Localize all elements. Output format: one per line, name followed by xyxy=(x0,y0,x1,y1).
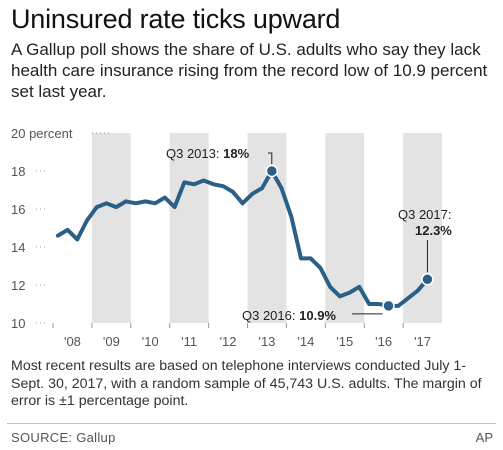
year-band xyxy=(169,133,209,323)
point-q3-2017 xyxy=(421,273,434,286)
chart-title: Uninsured rate ticks upward xyxy=(11,4,341,34)
x-tick-label: '09 xyxy=(103,334,120,349)
annotation-q3-2017-label-line1: Q3 2017: xyxy=(398,207,452,222)
ap-credit: AP xyxy=(475,430,493,445)
point-q3-2013 xyxy=(265,164,279,178)
footer-divider xyxy=(7,423,496,424)
year-band xyxy=(403,133,442,323)
year-band xyxy=(325,133,365,323)
annotation-q3-2016-label: Q3 2016: 10.9% xyxy=(242,308,336,323)
x-tick-label: '12 xyxy=(220,334,237,349)
source-credit: SOURCE: Gallup xyxy=(11,430,116,445)
y-tick-label: 12 xyxy=(11,278,25,293)
x-tick-label: '13 xyxy=(258,334,275,349)
y-tick-label: 20 percent xyxy=(11,126,73,141)
y-tick-label: 14 xyxy=(11,240,25,255)
annotation-q3-2017-value: 12.3% xyxy=(415,223,452,238)
x-tick-label: '14 xyxy=(297,334,314,349)
x-tick-label: '10 xyxy=(142,334,159,349)
methodology-note: Most recent results are based on telepho… xyxy=(11,358,482,409)
annotation-q3-2013-label: Q3 2013: 18% xyxy=(166,146,250,161)
line-chart: 10 12 14 16 18 20 percent '08 '09 '10 '11 '12 '13 '1… xyxy=(11,126,452,349)
y-tick-label: 18 xyxy=(11,164,25,179)
x-tick-label: '16 xyxy=(375,334,392,349)
year-band xyxy=(91,133,131,323)
y-tick-label: 16 xyxy=(11,202,25,217)
y-tick-label: 10 xyxy=(11,316,25,331)
year-band xyxy=(247,133,287,323)
x-tick-label: '08 xyxy=(64,334,81,349)
x-tick-label: '11 xyxy=(181,334,197,349)
point-q3-2016 xyxy=(382,299,395,313)
x-tick-label: '15 xyxy=(336,334,353,349)
x-tick-label: '17 xyxy=(414,334,431,349)
uninsured-rate-line xyxy=(55,169,430,308)
chart-subtitle: A Gallup poll shows the share of U.S. ad… xyxy=(11,40,488,101)
annotation-leader-q3-2013 xyxy=(268,152,273,164)
